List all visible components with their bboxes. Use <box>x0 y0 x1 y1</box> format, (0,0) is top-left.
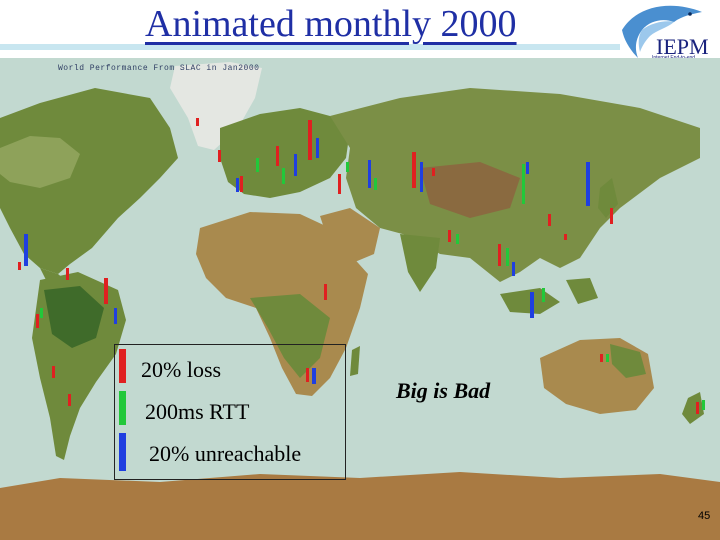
map-caption: World Performance From SLAC in Jan2000 <box>58 64 260 73</box>
new-zealand <box>682 392 704 424</box>
madagascar <box>350 346 360 376</box>
title-underbar <box>0 44 620 50</box>
world-map <box>0 58 720 540</box>
legend-label-loss: 20% loss <box>141 357 222 382</box>
legend-swatch-unreachable <box>119 433 126 471</box>
legend: 20% loss 200ms RTT 20% unreachable <box>114 344 346 480</box>
north-america <box>0 88 178 274</box>
europe <box>220 108 350 198</box>
logo-name: IEPM <box>656 34 709 59</box>
title-area: Animated monthly 2000 <box>0 0 720 58</box>
arabia <box>320 208 380 264</box>
legend-swatch-loss <box>119 349 126 383</box>
big-is-bad-note: Big is Bad <box>396 378 491 403</box>
antarctica <box>0 472 720 540</box>
india <box>400 234 440 292</box>
legend-swatch-rtt <box>119 391 126 425</box>
page-number: 45 <box>698 510 711 522</box>
greenland <box>170 62 262 150</box>
legend-label-unreachable: 20% unreachable <box>149 441 302 466</box>
legend-label-rtt: 200ms RTT <box>145 399 250 424</box>
slide-title: Animated monthly 2000 <box>145 3 517 45</box>
dolphin-logo <box>622 5 702 58</box>
site-bars <box>18 118 705 414</box>
